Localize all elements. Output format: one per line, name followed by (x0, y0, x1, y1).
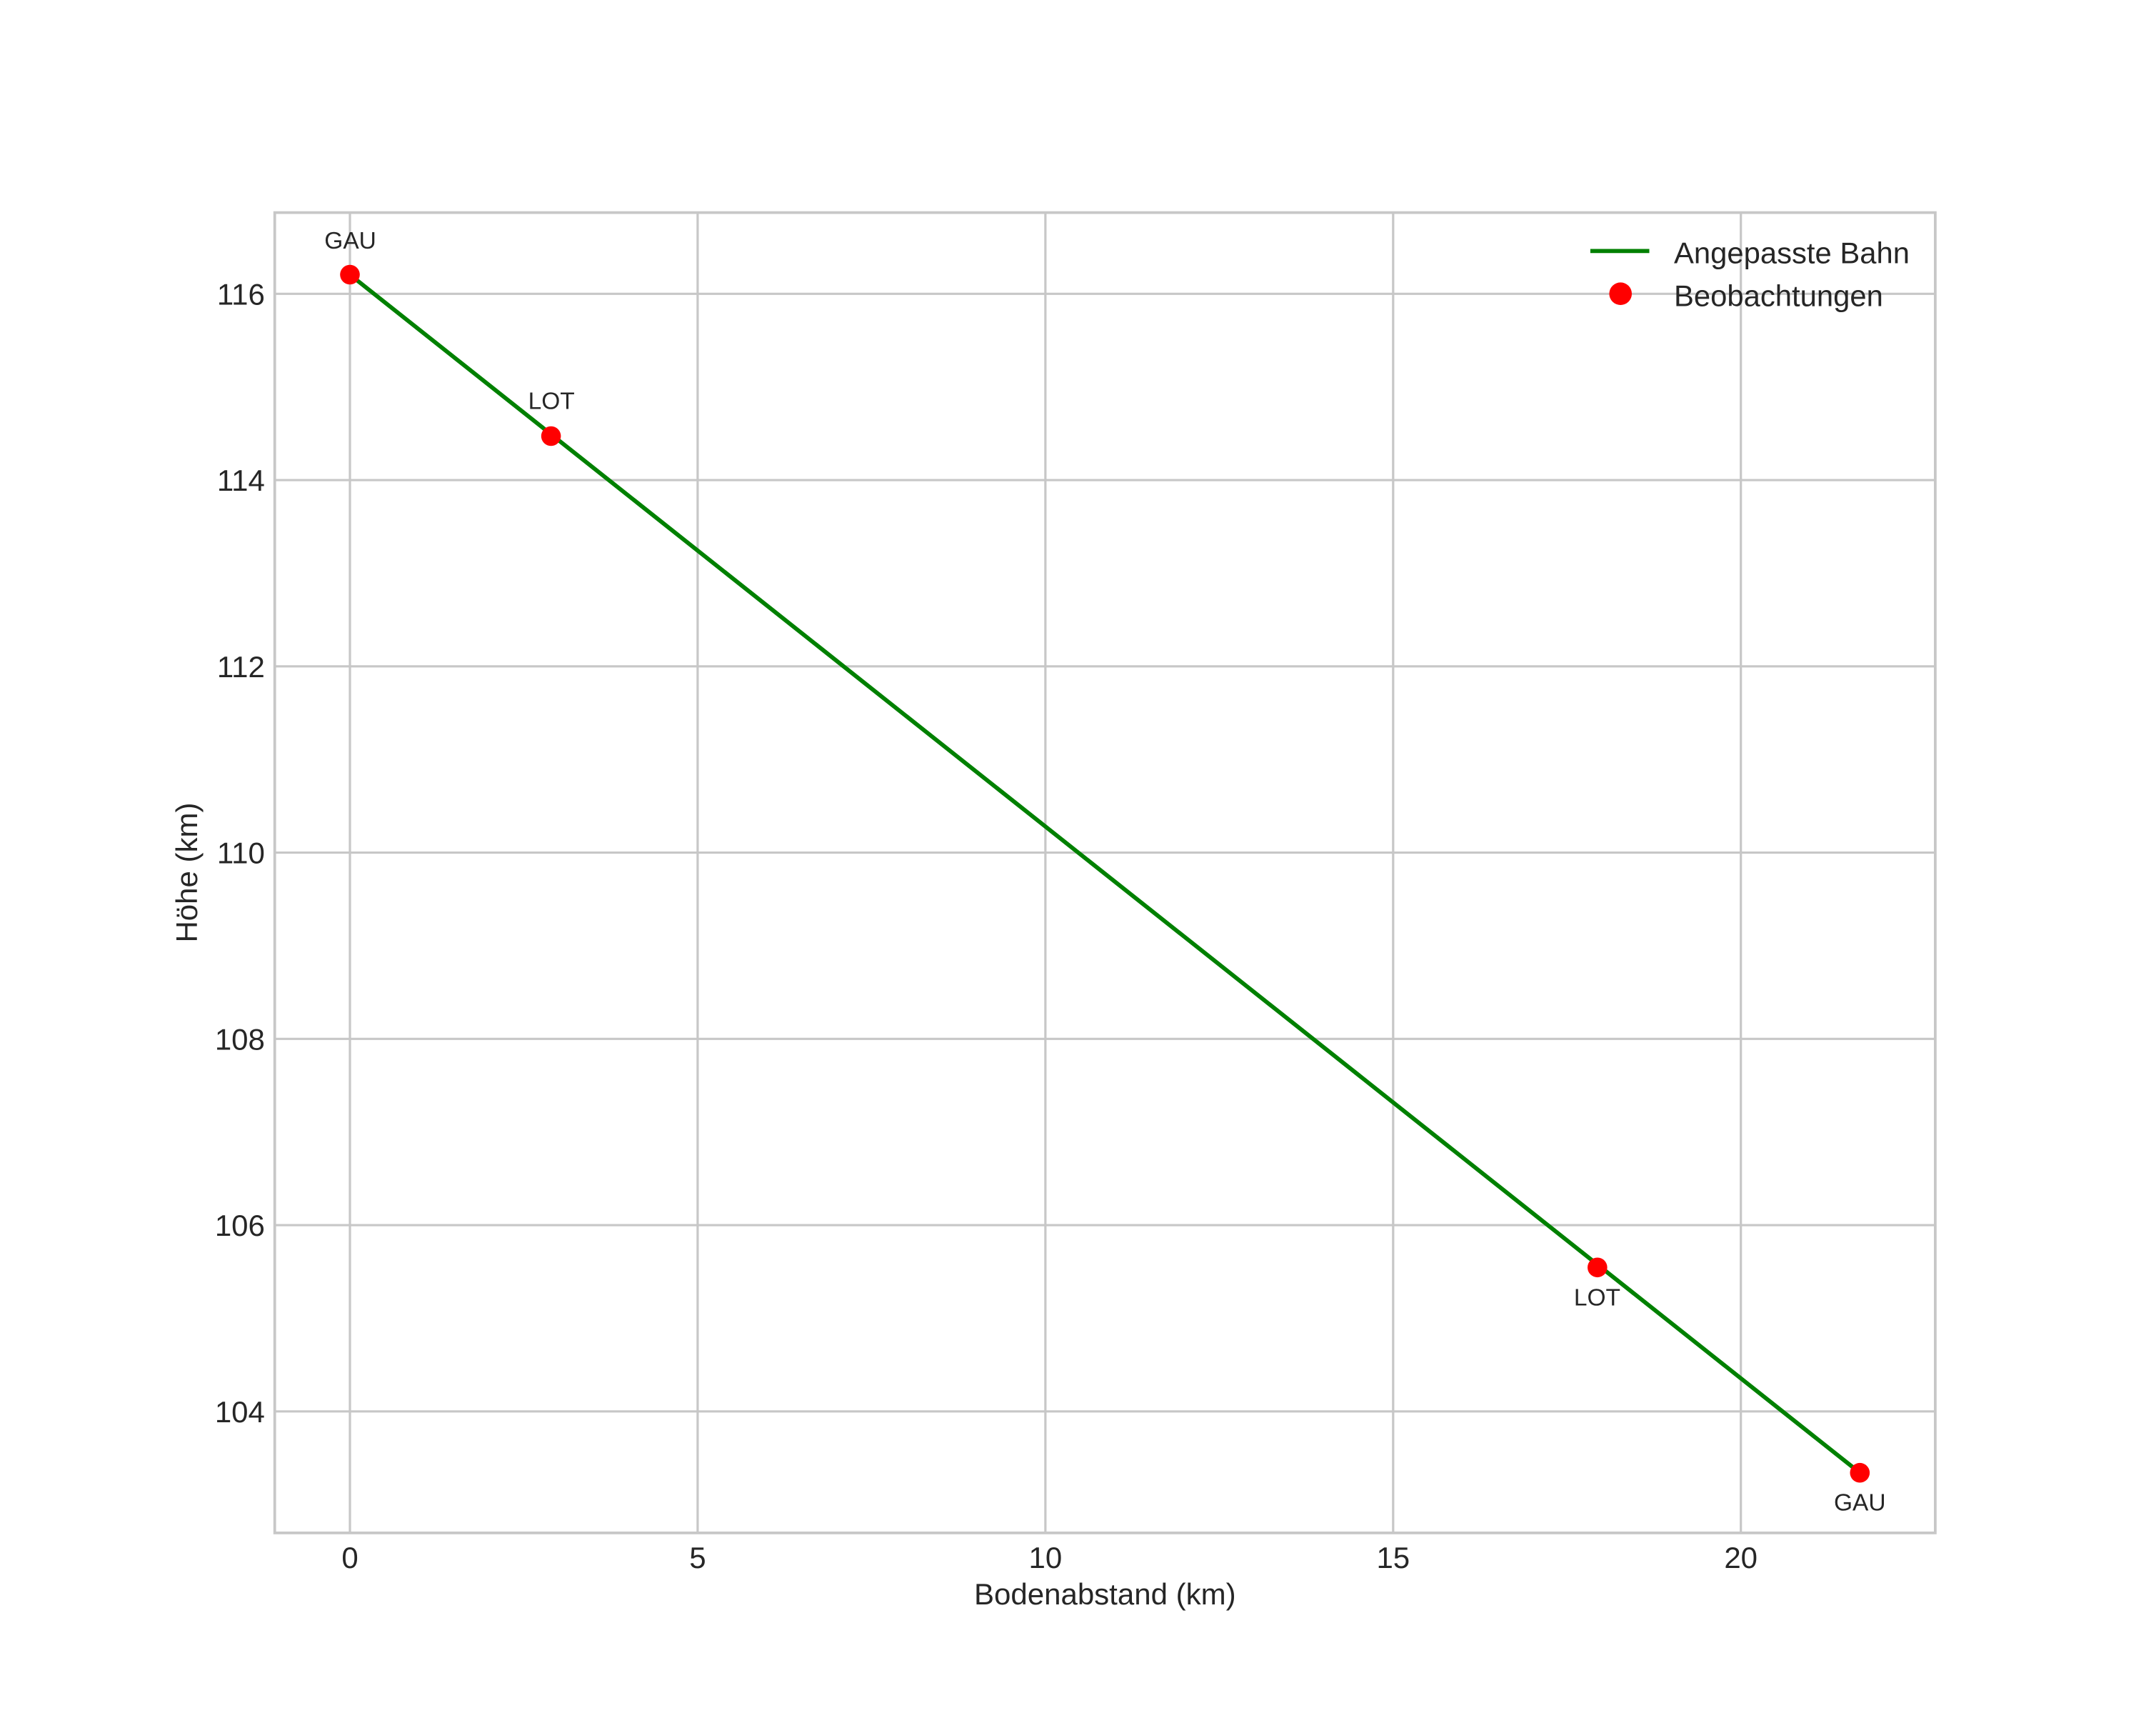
svg-text:20: 20 (1724, 1541, 1758, 1574)
svg-text:0: 0 (341, 1541, 358, 1574)
svg-text:104: 104 (215, 1395, 265, 1429)
svg-text:15: 15 (1376, 1541, 1410, 1574)
svg-text:106: 106 (215, 1209, 265, 1242)
svg-text:110: 110 (217, 836, 265, 870)
svg-text:GAU: GAU (324, 228, 376, 254)
svg-text:LOT: LOT (528, 388, 575, 414)
svg-text:108: 108 (215, 1022, 265, 1056)
svg-text:Höhe (km): Höhe (km) (170, 802, 204, 942)
svg-text:5: 5 (689, 1541, 706, 1574)
svg-text:112: 112 (217, 650, 265, 684)
svg-text:Angepasste Bahn: Angepasste Bahn (1674, 236, 1910, 270)
svg-text:Bodenabstand (km): Bodenabstand (km) (974, 1577, 1236, 1611)
svg-text:LOT: LOT (1574, 1284, 1620, 1311)
svg-text:10: 10 (1028, 1541, 1062, 1574)
svg-text:Beobachtungen: Beobachtungen (1674, 279, 1883, 312)
svg-text:114: 114 (217, 464, 265, 497)
svg-text:GAU: GAU (1834, 1490, 1886, 1517)
svg-text:116: 116 (217, 277, 265, 311)
